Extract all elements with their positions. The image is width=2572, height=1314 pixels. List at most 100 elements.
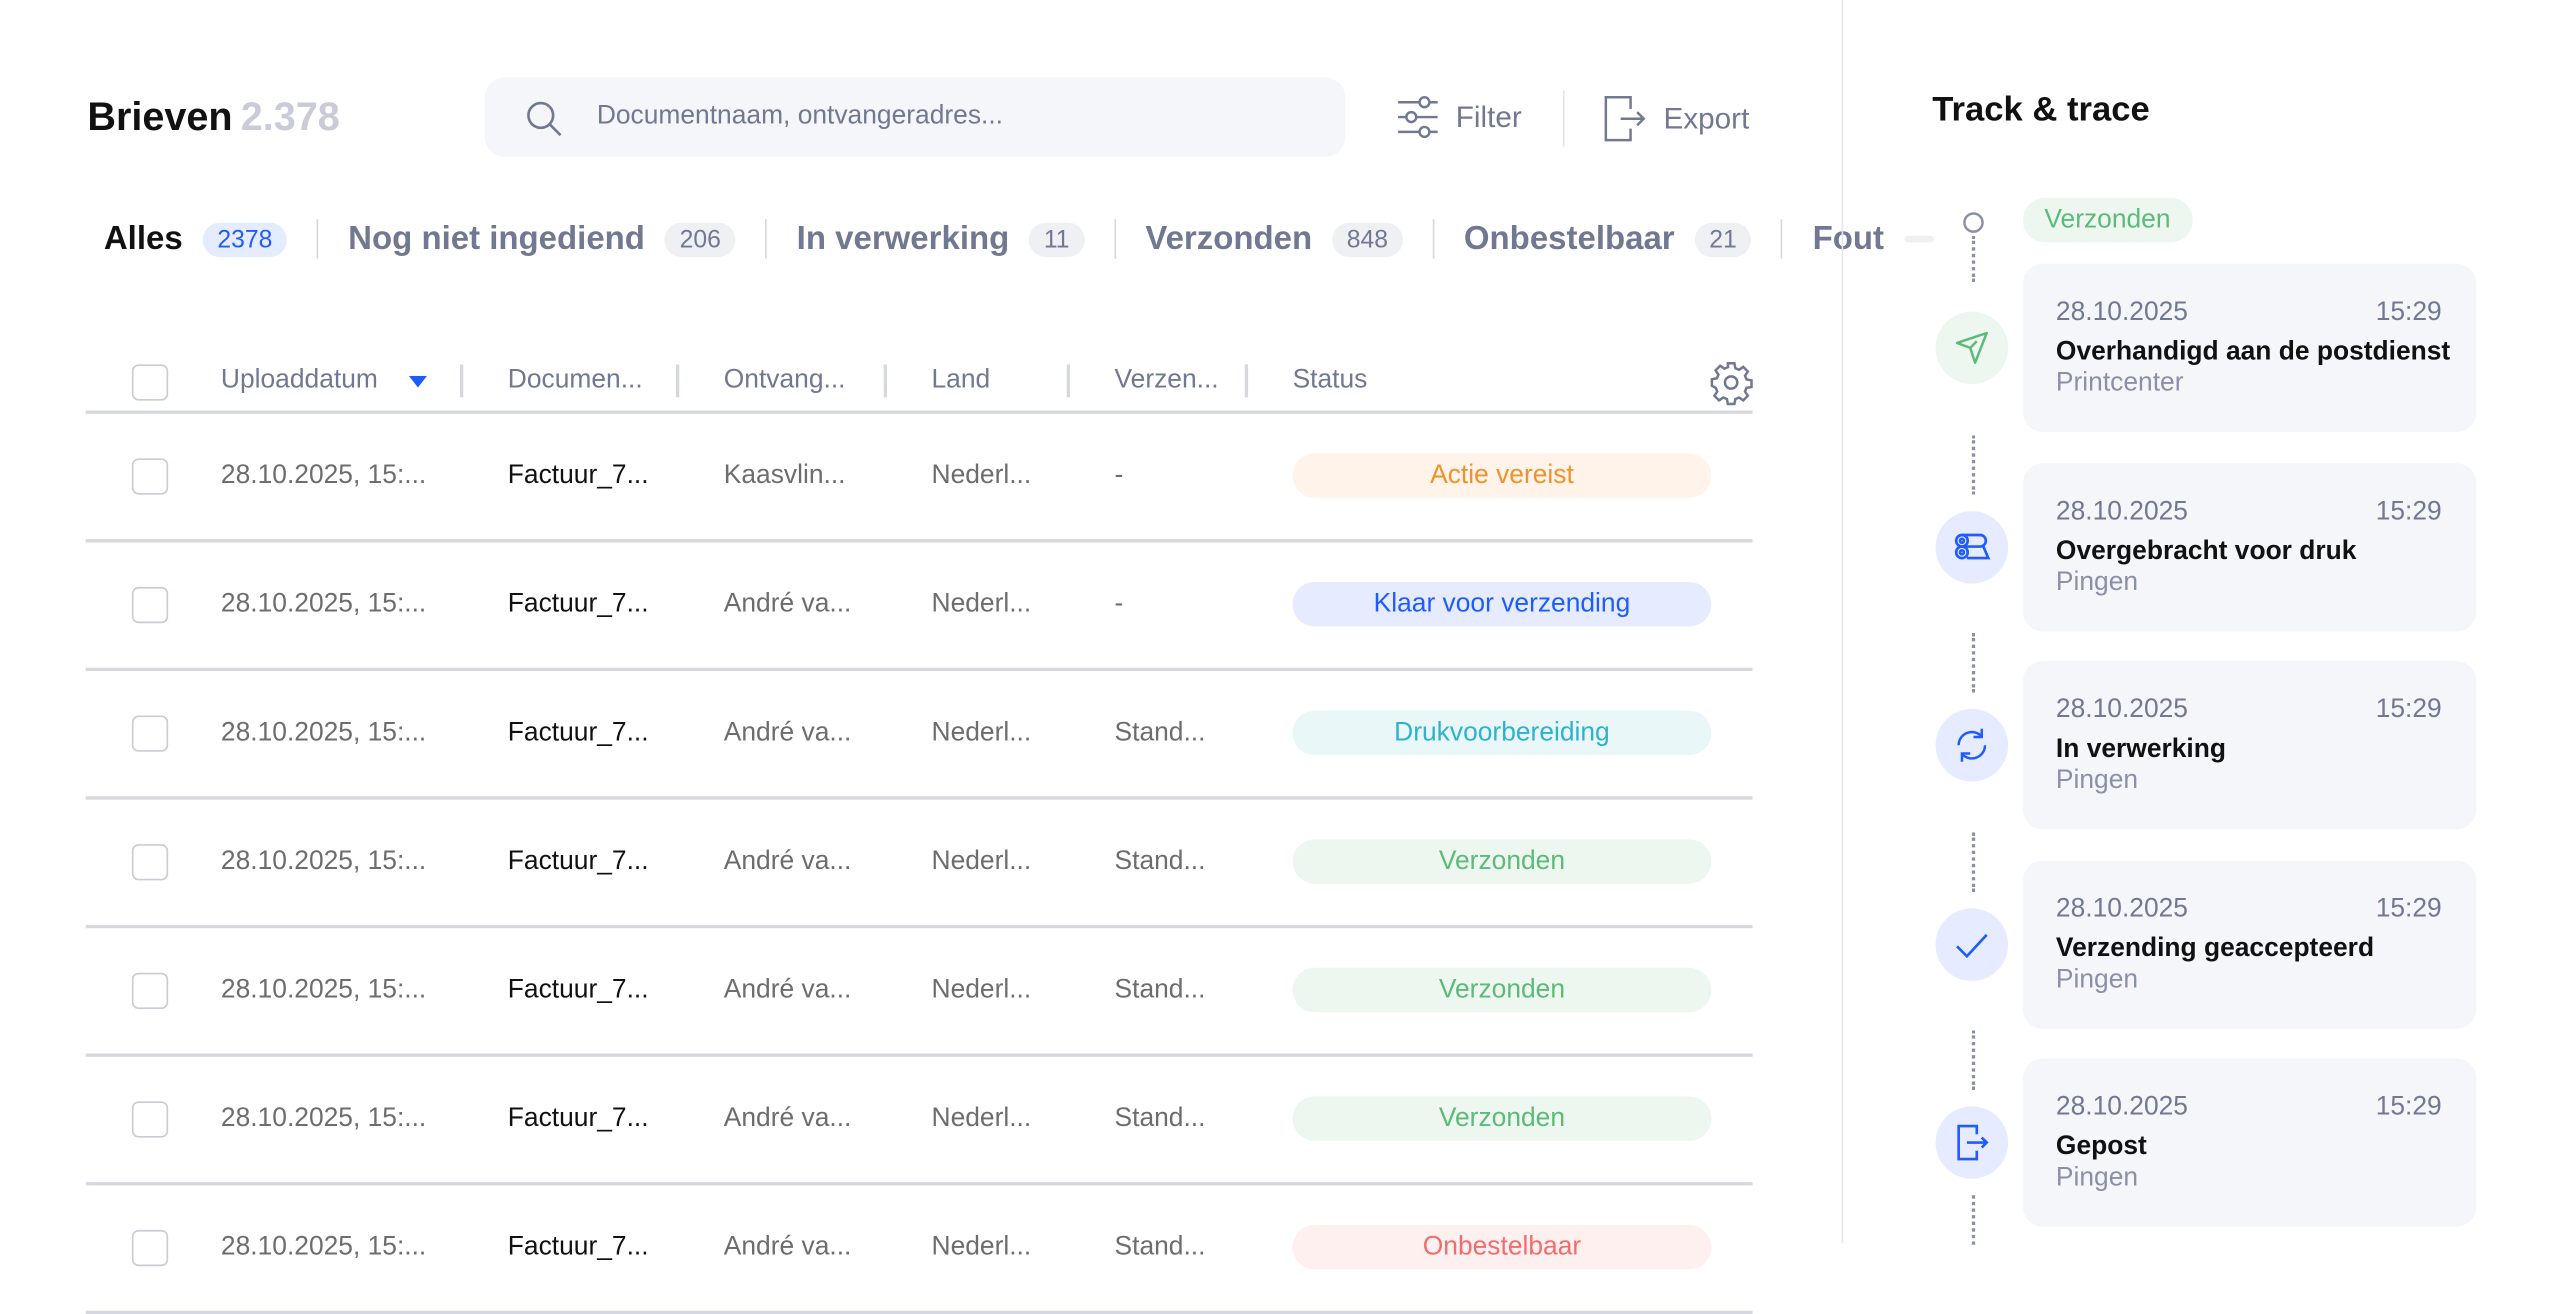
- tab-nog-niet-ingediend[interactable]: Nog niet ingediend 206: [316, 219, 765, 259]
- recipient: André va...: [723, 1233, 852, 1262]
- shipping: Stand...: [1114, 976, 1206, 1005]
- column-header-recipient[interactable]: Ontvang...: [723, 366, 846, 395]
- current-status-badge: Verzonden: [2022, 197, 2192, 243]
- recipient: André va...: [723, 590, 852, 619]
- event-card[interactable]: 28.10.2025 15:29 Verzending geaccepteerd…: [2022, 859, 2477, 1028]
- event-time: 15:29: [2375, 695, 2442, 724]
- status-badge: Drukvoorbereiding: [1292, 710, 1712, 756]
- gear-icon[interactable]: [1708, 359, 1754, 406]
- column-header-shipping[interactable]: Verzen...: [1114, 366, 1219, 395]
- timeline-connector: [1971, 1030, 1976, 1090]
- row-checkbox[interactable]: [131, 1229, 169, 1267]
- upload-date: 28.10.2025, 15:...: [220, 976, 427, 1005]
- toolbar-divider: [1562, 90, 1565, 147]
- timeline-connector: [1971, 235, 1976, 282]
- shipping: Stand...: [1114, 847, 1206, 876]
- event-date: 28.10.2025: [2055, 497, 2188, 526]
- recipient: André va...: [723, 1104, 852, 1133]
- country: Nederl...: [931, 461, 1032, 490]
- export-button[interactable]: Export: [1604, 96, 1749, 142]
- event-title: Overgebracht voor druk: [2055, 536, 2357, 565]
- search-input[interactable]: Documentnaam, ontvangeradres...: [484, 77, 1346, 157]
- tab-onbestelbaar[interactable]: Onbestelbaar 21: [1432, 219, 1782, 259]
- status-badge: Verzonden: [1292, 1096, 1712, 1141]
- column-header-uploaddatum[interactable]: Uploaddatum: [220, 366, 378, 395]
- column-header-document[interactable]: Documen...: [507, 366, 643, 395]
- tab-in-verwerking[interactable]: In verwerking 11: [765, 219, 1114, 259]
- row-checkbox[interactable]: [131, 844, 169, 881]
- row-checkbox[interactable]: [131, 1101, 169, 1138]
- event-source: Pingen: [2055, 766, 2139, 795]
- status-badge: Verzonden: [1292, 839, 1712, 884]
- file-export-badge: [1935, 1106, 2009, 1179]
- refresh-badge: [1935, 708, 2009, 782]
- column-header-status[interactable]: Status: [1292, 366, 1368, 395]
- row-divider: [85, 796, 1753, 800]
- upload-date: 28.10.2025, 15:...: [220, 461, 427, 490]
- panel-divider: [1841, 0, 1844, 1244]
- tab-alles[interactable]: Alles 2378: [104, 219, 317, 259]
- country: Nederl...: [931, 1104, 1032, 1133]
- timeline-connector: [1971, 831, 1976, 892]
- tab-count-badge: 21: [1694, 221, 1752, 257]
- timeline-start-icon: [1963, 212, 1984, 233]
- upload-date: 28.10.2025, 15:...: [220, 718, 427, 747]
- row-checkbox[interactable]: [131, 458, 169, 495]
- row-divider: [85, 1053, 1753, 1057]
- country: Nederl...: [931, 847, 1032, 876]
- upload-date: 28.10.2025, 15:...: [220, 1233, 427, 1262]
- tab-count-badge: 2378: [202, 221, 288, 257]
- event-card[interactable]: 28.10.2025 15:29 Overhandigd aan de post…: [2022, 263, 2477, 432]
- event-card[interactable]: 28.10.2025 15:29 Gepost Pingen: [2022, 1058, 2477, 1227]
- status-badge: Verzonden: [1292, 967, 1712, 1013]
- status-badge: Onbestelbaar: [1292, 1224, 1712, 1270]
- event-card[interactable]: 28.10.2025 15:29 In verwerking Pingen: [2022, 661, 2477, 830]
- upload-date: 28.10.2025, 15:...: [220, 1104, 427, 1133]
- export-label: Export: [1663, 101, 1750, 135]
- document-name: Factuur_7...: [507, 461, 649, 490]
- filter-button[interactable]: Filter: [1396, 96, 1522, 139]
- status-tabs: Alles 2378 Nog niet ingediend 206 In verwerk…: [104, 219, 1963, 259]
- row-divider: [85, 539, 1753, 543]
- sort-desc-icon[interactable]: [408, 375, 428, 388]
- tab-fout[interactable]: Fout: [1781, 219, 1963, 259]
- shipping: -: [1114, 590, 1124, 619]
- column-header-country[interactable]: Land: [931, 366, 991, 395]
- tab-verzonden[interactable]: Verzonden 848: [1114, 219, 1432, 259]
- country: Nederl...: [931, 976, 1032, 1005]
- track-trace-title: Track & trace: [1932, 90, 2150, 129]
- search-icon: [527, 101, 562, 137]
- file-export-icon: [1957, 1124, 1989, 1161]
- total-count: 2.378: [240, 95, 340, 141]
- document-name: Factuur_7...: [507, 1104, 649, 1133]
- row-checkbox[interactable]: [131, 586, 169, 624]
- column-divider[interactable]: [1244, 364, 1249, 398]
- row-checkbox[interactable]: [131, 715, 169, 752]
- column-divider[interactable]: [883, 364, 888, 398]
- column-divider[interactable]: [1066, 364, 1071, 398]
- timeline-connector: [1971, 633, 1976, 693]
- select-all-checkbox[interactable]: [131, 364, 169, 401]
- tab-count-badge: [1903, 235, 1934, 243]
- timeline-connector: [1971, 1195, 1976, 1245]
- status-badge: Klaar voor verzending: [1292, 581, 1712, 627]
- event-title: Verzending geaccepteerd: [2055, 933, 2375, 963]
- page-title: Brieven: [87, 95, 233, 141]
- printer-rolls-icon: [1954, 532, 1991, 559]
- event-card[interactable]: 28.10.2025 15:29 Overgebracht voor druk …: [2022, 462, 2477, 631]
- refresh-icon: [1957, 728, 1987, 762]
- event-time: 15:29: [2375, 298, 2442, 327]
- event-time: 15:29: [2375, 1093, 2442, 1122]
- checkmark-badge: [1935, 907, 2009, 981]
- column-divider[interactable]: [675, 364, 680, 398]
- row-checkbox[interactable]: [131, 972, 169, 1010]
- document-name: Factuur_7...: [507, 976, 649, 1005]
- row-divider: [85, 1182, 1753, 1186]
- row-divider: [85, 924, 1753, 929]
- column-divider[interactable]: [459, 364, 464, 398]
- event-date: 28.10.2025: [2055, 695, 2188, 724]
- event-date: 28.10.2025: [2055, 298, 2188, 327]
- country: Nederl...: [931, 590, 1032, 619]
- tab-count-badge: 11: [1029, 221, 1085, 257]
- document-name: Factuur_7...: [507, 1233, 649, 1262]
